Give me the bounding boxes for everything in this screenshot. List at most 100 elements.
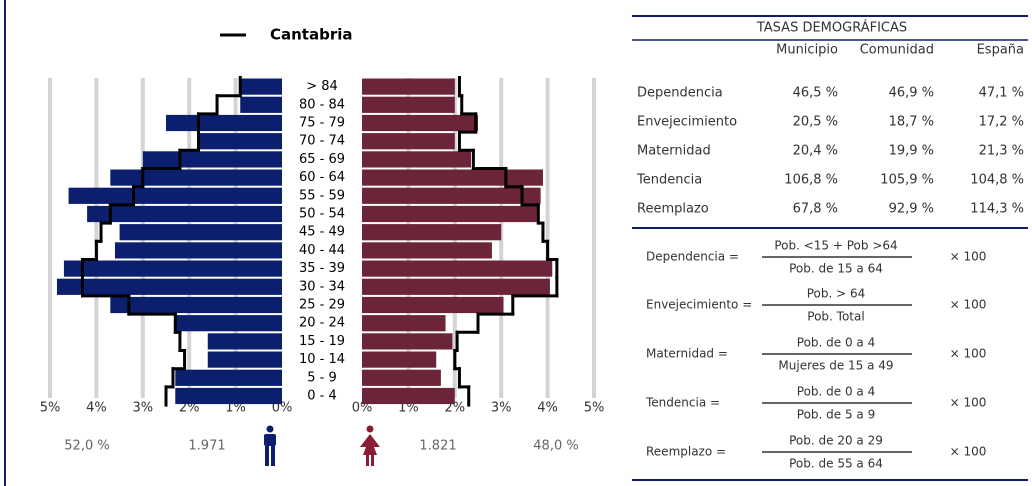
male-bar bbox=[56, 278, 283, 295]
male-bar bbox=[110, 296, 282, 314]
rate-value: 46,5 % bbox=[793, 86, 838, 101]
formula-factor: × 100 bbox=[950, 396, 987, 410]
x-tick-label: 3% bbox=[491, 401, 512, 416]
formula-label: Tendencia = bbox=[645, 396, 720, 410]
age-label: 0 - 4 bbox=[307, 389, 337, 404]
age-label: > 84 bbox=[306, 79, 338, 94]
female-icon bbox=[360, 425, 380, 466]
column-header: España bbox=[977, 43, 1024, 58]
female-bar bbox=[362, 296, 504, 314]
male-bar bbox=[175, 369, 282, 386]
age-label: 55 - 59 bbox=[299, 188, 345, 203]
female-bar bbox=[362, 133, 455, 150]
age-label: 70 - 74 bbox=[299, 134, 345, 149]
x-tick-label: 3% bbox=[132, 401, 153, 416]
formula-label: Maternidad = bbox=[646, 347, 728, 361]
female-bar bbox=[362, 387, 455, 405]
male-percent: 52,0 % bbox=[64, 439, 109, 454]
age-label: 15 - 19 bbox=[299, 334, 345, 349]
formula-numerator: Pob. > 64 bbox=[807, 287, 866, 301]
rate-value: 46,9 % bbox=[889, 86, 934, 101]
rate-label: Dependencia bbox=[637, 86, 723, 101]
age-label: 30 - 34 bbox=[299, 279, 345, 294]
female-count: 1.821 bbox=[419, 439, 456, 454]
age-label: 10 - 14 bbox=[299, 352, 345, 367]
age-label: 65 - 69 bbox=[299, 152, 345, 167]
female-bar bbox=[362, 315, 446, 332]
male-bar bbox=[110, 169, 282, 186]
male-bar bbox=[175, 387, 282, 405]
female-bar bbox=[362, 96, 455, 113]
formula-factor: × 100 bbox=[950, 445, 987, 459]
male-bar bbox=[166, 114, 282, 132]
x-tick-label: 4% bbox=[537, 401, 558, 416]
x-tick-label: 2% bbox=[179, 401, 200, 416]
female-bar bbox=[362, 260, 553, 277]
rates-title: TASAS DEMOGRÁFICAS bbox=[756, 20, 907, 36]
male-bar bbox=[63, 260, 282, 277]
rate-label: Envejecimiento bbox=[637, 115, 737, 130]
male-bar bbox=[207, 333, 282, 350]
formula-denominator: Pob. de 5 a 9 bbox=[797, 408, 875, 422]
female-bar bbox=[362, 369, 441, 386]
male-bar bbox=[198, 133, 282, 150]
female-percent: 48,0 % bbox=[533, 439, 578, 454]
age-label: 50 - 54 bbox=[299, 207, 345, 222]
male-icon bbox=[264, 425, 276, 466]
female-bar bbox=[362, 169, 543, 186]
female-bar bbox=[362, 242, 492, 259]
rate-value: 114,3 % bbox=[970, 202, 1024, 217]
rate-value: 18,7 % bbox=[889, 115, 934, 130]
rate-value: 20,5 % bbox=[793, 115, 838, 130]
x-tick-label: 2% bbox=[444, 401, 465, 416]
male-bar bbox=[142, 151, 282, 168]
formula-denominator: Mujeres de 15 a 49 bbox=[778, 359, 893, 373]
male-bar bbox=[175, 315, 282, 332]
x-tick-label: 0% bbox=[352, 401, 373, 416]
x-tick-label: 0% bbox=[272, 401, 293, 416]
female-bar bbox=[362, 351, 437, 368]
age-label: 75 - 79 bbox=[299, 116, 345, 131]
x-tick-label: 4% bbox=[86, 401, 107, 416]
male-bar bbox=[114, 242, 283, 259]
formula-label: Reemplazo = bbox=[646, 445, 726, 459]
formula-denominator: Pob. Total bbox=[807, 310, 864, 324]
column-header: Municipio bbox=[776, 43, 838, 58]
formula-numerator: Pob. de 20 a 29 bbox=[789, 434, 883, 448]
rate-value: 17,2 % bbox=[979, 115, 1024, 130]
formula-label: Envejecimiento = bbox=[646, 298, 752, 312]
age-label: 20 - 24 bbox=[299, 316, 345, 331]
x-tick-label: 5% bbox=[584, 401, 605, 416]
female-bar bbox=[362, 78, 455, 95]
formula-label: Dependencia = bbox=[646, 250, 739, 264]
male-bar bbox=[207, 351, 282, 368]
x-tick-label: 1% bbox=[398, 401, 419, 416]
male-bar bbox=[240, 78, 282, 95]
rate-value: 106,8 % bbox=[784, 173, 838, 188]
female-bar bbox=[362, 114, 478, 132]
rate-label: Reemplazo bbox=[637, 202, 709, 217]
rate-value: 47,1 % bbox=[979, 86, 1024, 101]
formula-numerator: Pob. <15 + Pob >64 bbox=[774, 239, 897, 253]
column-header: Comunidad bbox=[860, 43, 934, 58]
x-tick-label: 5% bbox=[40, 401, 61, 416]
rate-value: 67,8 % bbox=[793, 202, 838, 217]
rate-value: 20,4 % bbox=[793, 144, 838, 159]
male-bar bbox=[240, 96, 282, 113]
formula-numerator: Pob. de 0 a 4 bbox=[797, 336, 875, 350]
age-label: 40 - 44 bbox=[299, 243, 345, 258]
age-label: 80 - 84 bbox=[299, 97, 345, 112]
age-label: 35 - 39 bbox=[299, 261, 345, 276]
rate-value: 21,3 % bbox=[979, 144, 1024, 159]
female-bar bbox=[362, 187, 541, 204]
formula-factor: × 100 bbox=[950, 250, 987, 264]
table-rules bbox=[632, 15, 1028, 481]
rate-value: 105,9 % bbox=[880, 173, 934, 188]
female-bar bbox=[362, 278, 550, 295]
formula-factor: × 100 bbox=[950, 298, 987, 312]
formula-denominator: Pob. de 55 a 64 bbox=[789, 457, 883, 471]
formula-numerator: Pob. de 0 a 4 bbox=[797, 385, 875, 399]
legend-label: Cantabria bbox=[270, 26, 353, 44]
female-bar bbox=[362, 224, 502, 241]
